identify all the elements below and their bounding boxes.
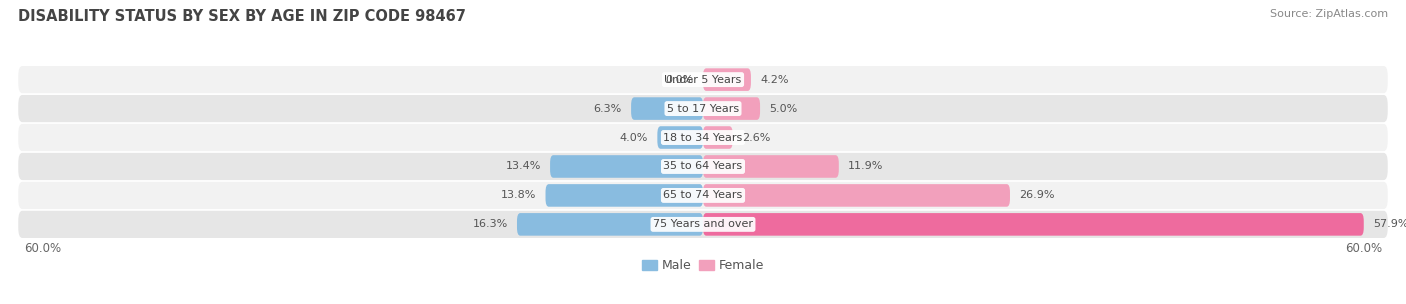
FancyBboxPatch shape xyxy=(18,182,1388,209)
Text: 4.0%: 4.0% xyxy=(620,133,648,143)
FancyBboxPatch shape xyxy=(517,213,703,236)
Legend: Male, Female: Male, Female xyxy=(637,254,769,277)
Text: Source: ZipAtlas.com: Source: ZipAtlas.com xyxy=(1270,9,1388,19)
Text: 26.9%: 26.9% xyxy=(1019,190,1054,200)
Text: 18 to 34 Years: 18 to 34 Years xyxy=(664,133,742,143)
Text: 2.6%: 2.6% xyxy=(742,133,770,143)
Text: 57.9%: 57.9% xyxy=(1372,219,1406,230)
FancyBboxPatch shape xyxy=(703,213,1364,236)
Text: 13.8%: 13.8% xyxy=(501,190,536,200)
Text: 5.0%: 5.0% xyxy=(769,104,797,114)
FancyBboxPatch shape xyxy=(658,126,703,149)
Text: 13.4%: 13.4% xyxy=(506,161,541,171)
FancyBboxPatch shape xyxy=(18,211,1388,238)
FancyBboxPatch shape xyxy=(703,97,761,120)
FancyBboxPatch shape xyxy=(703,184,1010,207)
FancyBboxPatch shape xyxy=(631,97,703,120)
Text: 11.9%: 11.9% xyxy=(848,161,883,171)
Text: Under 5 Years: Under 5 Years xyxy=(665,74,741,85)
FancyBboxPatch shape xyxy=(18,124,1388,151)
Text: 35 to 64 Years: 35 to 64 Years xyxy=(664,161,742,171)
FancyBboxPatch shape xyxy=(546,184,703,207)
Text: DISABILITY STATUS BY SEX BY AGE IN ZIP CODE 98467: DISABILITY STATUS BY SEX BY AGE IN ZIP C… xyxy=(18,9,467,24)
FancyBboxPatch shape xyxy=(550,155,703,178)
Text: 4.2%: 4.2% xyxy=(761,74,789,85)
FancyBboxPatch shape xyxy=(703,155,839,178)
Text: 60.0%: 60.0% xyxy=(1346,242,1382,255)
Text: 75 Years and over: 75 Years and over xyxy=(652,219,754,230)
FancyBboxPatch shape xyxy=(703,126,733,149)
Text: 0.0%: 0.0% xyxy=(665,74,695,85)
FancyBboxPatch shape xyxy=(703,68,751,91)
FancyBboxPatch shape xyxy=(18,66,1388,93)
Text: 65 to 74 Years: 65 to 74 Years xyxy=(664,190,742,200)
FancyBboxPatch shape xyxy=(18,153,1388,180)
Text: 60.0%: 60.0% xyxy=(24,242,60,255)
FancyBboxPatch shape xyxy=(18,95,1388,122)
Text: 5 to 17 Years: 5 to 17 Years xyxy=(666,104,740,114)
Text: 6.3%: 6.3% xyxy=(593,104,621,114)
Text: 16.3%: 16.3% xyxy=(472,219,508,230)
